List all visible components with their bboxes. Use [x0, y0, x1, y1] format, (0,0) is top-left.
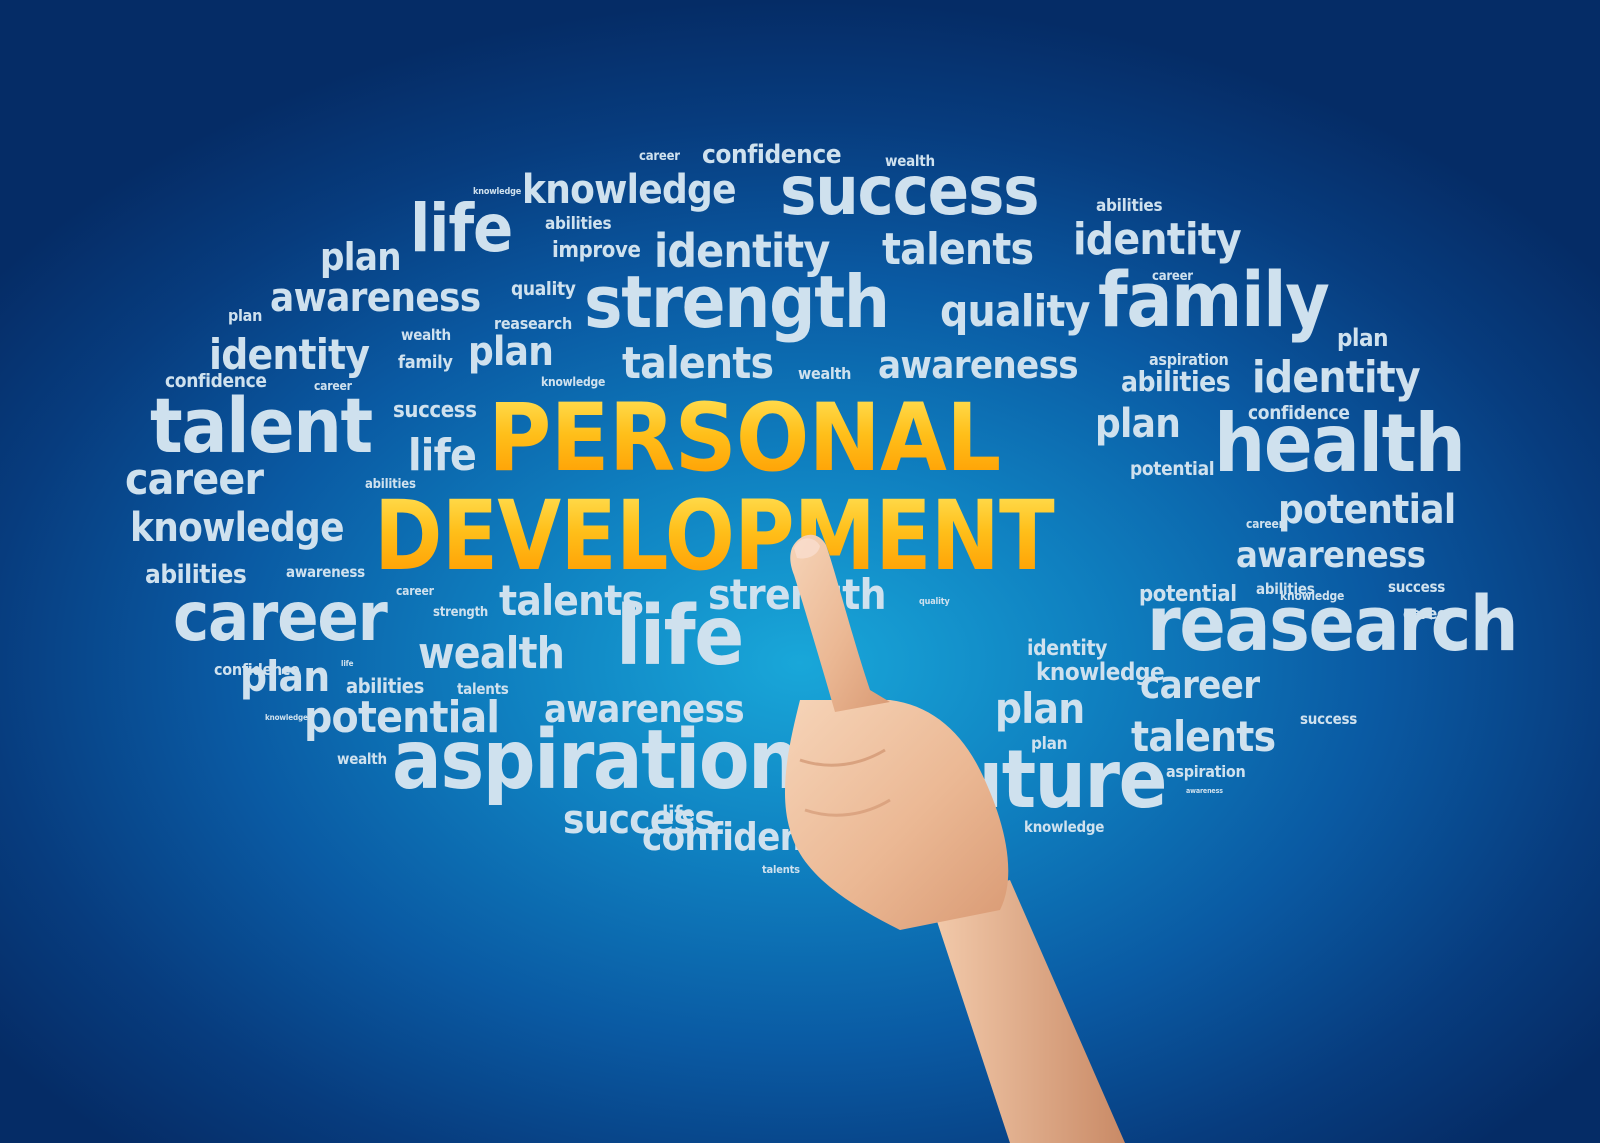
cloud-word: talents — [499, 576, 644, 625]
cloud-word: knowledge — [130, 505, 345, 551]
cloud-word: knowledge — [1280, 589, 1345, 603]
cloud-word: wealth — [337, 750, 387, 768]
cloud-word: life — [662, 802, 695, 826]
cloud-word: awareness — [544, 687, 745, 731]
cloud-word: success — [393, 398, 477, 423]
cloud-word: improve — [552, 238, 641, 263]
cloud-word: career — [1140, 663, 1260, 707]
cloud-word: life — [341, 659, 354, 668]
cloud-word: talents — [882, 224, 1034, 275]
cloud-word: plan — [1095, 401, 1181, 447]
cloud-word: confidence — [1248, 402, 1350, 424]
cloud-word: identity — [209, 330, 370, 379]
cloud-word: success — [1300, 710, 1357, 728]
cloud-word: career — [173, 578, 388, 657]
cloud-word: aspiration — [392, 713, 801, 808]
cloud-word: abilities — [545, 214, 612, 234]
cloud-word: potential — [1139, 582, 1237, 607]
cloud-word: plan — [995, 684, 1085, 733]
cloud-word: knowledge — [541, 375, 606, 389]
cloud-word: confidence — [165, 370, 267, 392]
cloud-word: reasearch — [1147, 579, 1519, 668]
cloud-word: identity — [1073, 214, 1242, 265]
cloud-word: quality — [511, 278, 576, 300]
cloud-word: wealth — [885, 152, 935, 170]
cloud-word: family — [1098, 255, 1330, 344]
cloud-word: family — [398, 352, 453, 373]
cloud-word: life — [410, 190, 513, 267]
cloud-word: talents — [457, 680, 509, 698]
cloud-word: life — [616, 589, 744, 684]
cloud-word: awareness — [270, 275, 481, 321]
cloud-word: awareness — [1186, 787, 1223, 795]
cloud-word: plan — [240, 652, 330, 701]
cloud-word: confidence — [214, 660, 300, 679]
cloud-word: knowledge — [522, 167, 737, 213]
cloud-word: identity — [1027, 636, 1108, 660]
cloud-word: career — [1403, 604, 1454, 623]
cloud-word: awareness — [1236, 535, 1426, 576]
cloud-word: identity — [654, 224, 830, 278]
cloud-word: knowledge — [473, 187, 522, 197]
cloud-word: quality — [940, 286, 1090, 337]
cloud-word: confidence — [702, 140, 842, 170]
cloud-word: abilities — [1256, 580, 1315, 598]
cloud-word: abilities — [365, 477, 416, 492]
cloud-word: knowledge — [1024, 818, 1105, 836]
cloud-word: aspiration — [1149, 350, 1229, 369]
cloud-word: success — [780, 152, 1040, 231]
cloud-word: success — [1388, 578, 1445, 596]
cloud-word: strength — [584, 260, 890, 344]
cloud-word: identity — [1252, 352, 1421, 403]
cloud-word: abilities — [145, 560, 247, 590]
cloud-word: plan — [468, 329, 554, 375]
cloud-word: knowledge — [1036, 658, 1165, 686]
cloud-word: health — [1214, 397, 1466, 490]
cloud-word: career — [396, 584, 434, 598]
cloud-word: talents — [1131, 712, 1276, 761]
cloud-word: career — [314, 379, 352, 393]
headline-development: DEVELOPMENT — [374, 480, 1055, 592]
cloud-word: career — [1152, 269, 1193, 284]
headline-personal: PERSONAL — [488, 384, 1001, 493]
cloud-word: plan — [1337, 324, 1389, 352]
cloud-word: awareness — [878, 343, 1079, 387]
cloud-word: wealth — [798, 364, 852, 383]
cloud-word: potential — [1130, 458, 1215, 480]
cloud-word: potential — [1278, 487, 1456, 533]
cloud-word: talents — [622, 338, 774, 389]
cloud-word: talents — [762, 863, 800, 876]
cloud-word: wealth — [418, 628, 565, 679]
cloud-word: plan — [320, 235, 402, 279]
cloud-word: career — [1246, 517, 1284, 531]
cloud-word: aspiration — [1166, 762, 1246, 781]
cloud-word: abilities — [346, 674, 425, 698]
cloud-word: knowledge — [265, 713, 308, 722]
cloud-word: career — [125, 454, 264, 505]
cloud-word: awareness — [286, 563, 365, 581]
cloud-word: abilities — [1096, 196, 1163, 216]
cloud-word: career — [639, 149, 680, 164]
cloud-word: talent — [150, 381, 373, 470]
cloud-word: plan — [228, 306, 263, 325]
cloud-word: plan — [1031, 734, 1068, 754]
cloud-word: reasearch — [494, 314, 572, 333]
cloud-word: strength — [433, 605, 489, 620]
cloud-word: abilities — [1121, 365, 1231, 398]
cloud-word: quality — [919, 597, 950, 607]
cloud-word: success — [563, 797, 716, 843]
cloud-word: life — [408, 430, 477, 481]
cloud-word: potential — [304, 692, 500, 743]
cloud-word: wealth — [401, 326, 451, 344]
